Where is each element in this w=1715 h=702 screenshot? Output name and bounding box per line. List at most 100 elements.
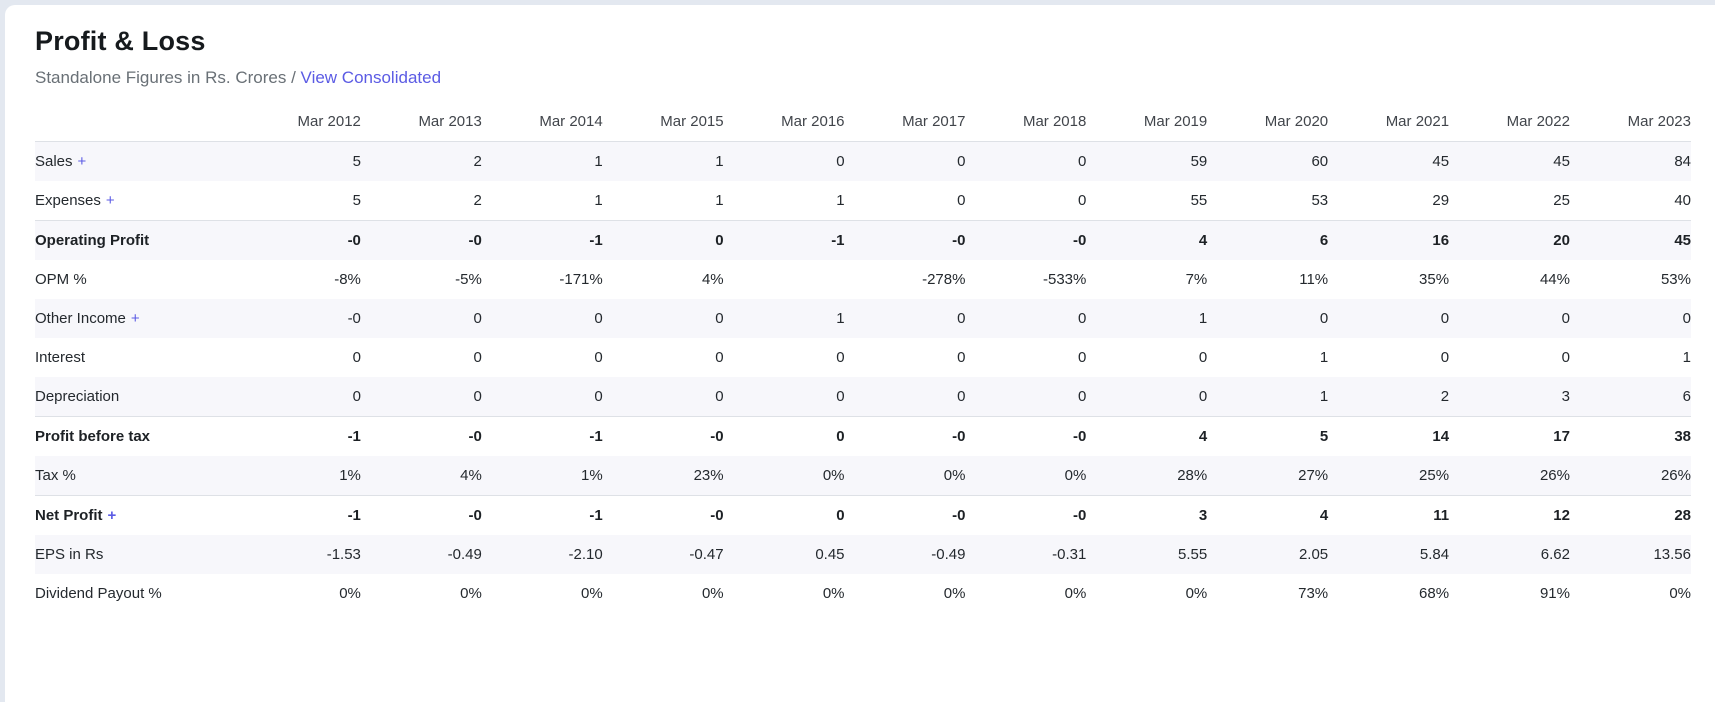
value-cell: 2 <box>473 153 482 170</box>
value-cell: 23% <box>693 467 724 484</box>
value-cell: 3 <box>1086 495 1208 535</box>
value-cell: -0.47 <box>689 546 724 563</box>
value-cell: -0 <box>360 220 482 260</box>
value-cell: 1 <box>1319 349 1329 366</box>
row-label-text: Expenses <box>35 192 101 209</box>
table-row: Interest 0 0 0 0 0 0 0 0 1 0 0 1 <box>35 338 1691 377</box>
value-cell: 11% <box>1299 271 1329 288</box>
value-cell: 0 <box>957 310 966 327</box>
value-cell: 12 <box>1449 495 1570 535</box>
value-cell: 1 <box>1319 388 1329 405</box>
value-cell: 4% <box>701 271 724 288</box>
value-cell: 0 <box>473 310 482 327</box>
value-cell: 1% <box>339 467 361 484</box>
value-cell: 26% <box>1660 467 1691 484</box>
value-cell: 0% <box>822 467 845 484</box>
value-cell: 68% <box>1419 585 1450 602</box>
expand-row-button[interactable]: + <box>107 507 117 524</box>
value-cell: 28 <box>1569 495 1691 535</box>
row-label-text: Interest <box>35 349 86 366</box>
column-header: Mar 2015 <box>602 102 724 142</box>
value-cell: 59 <box>1190 153 1208 170</box>
value-cell: 11 <box>1328 495 1450 535</box>
value-cell: 5 <box>352 192 361 209</box>
column-header: Mar 2018 <box>965 102 1087 142</box>
value-cell: 0 <box>1078 192 1087 209</box>
value-cell: 26% <box>1539 467 1570 484</box>
profit-loss-card: Profit & Loss Standalone Figures in Rs. … <box>5 5 1715 702</box>
value-cell: -171% <box>559 271 603 288</box>
value-cell: 1 <box>594 153 603 170</box>
value-cell: -0 <box>602 495 724 535</box>
value-cell: -1 <box>481 495 603 535</box>
value-cell: 0 <box>957 388 966 405</box>
value-cell: -278% <box>922 271 966 288</box>
row-label[interactable]: Expenses + <box>35 181 240 221</box>
column-header: Mar 2017 <box>844 102 966 142</box>
value-cell: 1% <box>581 467 603 484</box>
value-cell: -533% <box>1042 271 1087 288</box>
row-label[interactable]: Sales + <box>35 142 240 182</box>
value-cell: 0 <box>352 349 361 366</box>
column-header: Mar 2019 <box>1086 102 1208 142</box>
value-cell: 17 <box>1449 416 1570 456</box>
row-label-text: Operating Profit <box>35 232 150 249</box>
value-cell: -0 <box>347 310 361 327</box>
row-label[interactable]: Net Profit + <box>35 495 240 535</box>
expand-row-button[interactable]: + <box>77 153 87 170</box>
value-cell: 5.84 <box>1419 546 1450 563</box>
view-consolidated-link[interactable]: View Consolidated <box>300 68 442 87</box>
table-row: Sales +5 2 1 1 0 0 0 59 60 45 45 84 <box>35 141 1691 182</box>
value-cell: 1 <box>594 192 603 209</box>
value-cell: -5% <box>455 271 482 288</box>
value-cell: 0 <box>1078 388 1087 405</box>
value-cell: 0 <box>836 153 845 170</box>
value-cell: 45 <box>1432 153 1450 170</box>
value-cell: -0 <box>240 220 361 260</box>
value-cell: 0 <box>1078 349 1087 366</box>
row-label-text: Net Profit <box>35 507 103 524</box>
value-cell: 0% <box>1185 585 1208 602</box>
expand-row-button[interactable]: + <box>130 310 140 327</box>
row-label-text: Profit before tax <box>35 428 151 445</box>
value-cell: 0% <box>1064 585 1087 602</box>
row-label-text: OPM % <box>35 271 87 288</box>
row-label-text: EPS in Rs <box>35 546 104 563</box>
value-cell: 4% <box>460 467 482 484</box>
expand-row-button[interactable]: + <box>105 192 115 209</box>
value-cell: 1 <box>836 192 845 209</box>
row-label[interactable]: Other Income + <box>35 299 240 338</box>
value-cell: 1 <box>1198 310 1208 327</box>
value-cell: -1 <box>240 495 361 535</box>
value-cell: -1 <box>481 416 603 456</box>
value-cell: 0 <box>723 495 845 535</box>
value-cell: 0 <box>836 388 845 405</box>
value-cell: -0 <box>965 416 1087 456</box>
value-cell: 0% <box>339 585 361 602</box>
value-cell: 45 <box>1553 153 1570 170</box>
value-cell: 1 <box>1682 349 1691 366</box>
row-label: Profit before tax <box>35 416 240 456</box>
row-label: Interest <box>35 338 240 377</box>
value-cell: 4 <box>1086 220 1208 260</box>
value-cell: 0% <box>1064 467 1087 484</box>
value-cell: 4 <box>1086 416 1208 456</box>
value-cell <box>724 260 845 299</box>
subtitle: Standalone Figures in Rs. Crores / View … <box>35 67 1691 89</box>
row-label: Depreciation <box>35 377 240 417</box>
value-cell: 0 <box>473 388 482 405</box>
value-cell: 0 <box>715 349 724 366</box>
value-cell: 40 <box>1674 192 1691 209</box>
value-cell: 0 <box>1198 388 1208 405</box>
value-cell: 0% <box>460 585 482 602</box>
value-cell: 1 <box>836 310 845 327</box>
value-cell: 53% <box>1660 271 1691 288</box>
value-cell: 53 <box>1311 192 1329 209</box>
value-cell: 25 <box>1553 192 1570 209</box>
value-cell: 0% <box>943 467 966 484</box>
table-row: Dividend Payout % 0% 0% 0% 0% 0% 0% 0% 0% 73% 68% 9… <box>35 574 1691 613</box>
value-cell: 38 <box>1569 416 1691 456</box>
row-label-text: Sales <box>35 153 73 170</box>
value-cell: 5.55 <box>1178 546 1208 563</box>
value-cell: 0 <box>1682 310 1691 327</box>
